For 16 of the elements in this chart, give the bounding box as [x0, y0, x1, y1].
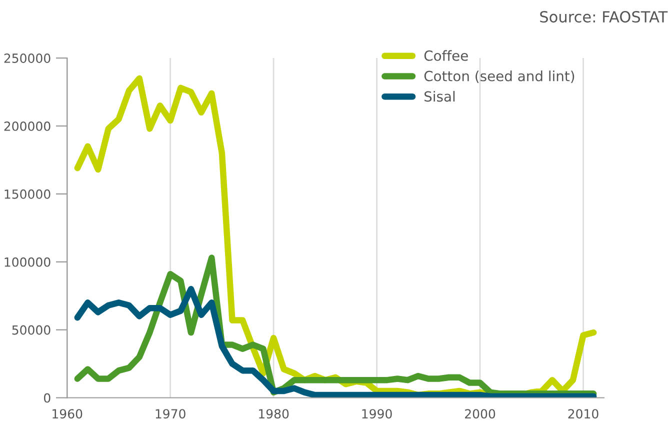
- x-tick-label: 2000: [465, 409, 496, 419]
- legend-label: Cotton (seed and lint): [424, 70, 574, 83]
- x-tick-label: 1970: [156, 409, 186, 419]
- y-tick-label: 100000: [4, 257, 50, 267]
- y-tick-label: 0: [44, 393, 50, 403]
- legend-label: Sisal: [424, 90, 455, 102]
- x-tick-label: 1990: [362, 409, 392, 419]
- y-tick-label: 150000: [4, 189, 50, 199]
- y-tick-label: 50000: [12, 325, 50, 335]
- x-tick-label: 1980: [259, 409, 289, 419]
- x-tick-label: 2010: [568, 409, 598, 419]
- y-tick-label: 200000: [4, 121, 50, 131]
- legend-label: Coffee: [424, 50, 468, 61]
- source-note: Source: FAOSTAT: [540, 11, 668, 23]
- y-tick-label: 250000: [4, 54, 50, 63]
- x-tick-label: 1960: [52, 409, 82, 419]
